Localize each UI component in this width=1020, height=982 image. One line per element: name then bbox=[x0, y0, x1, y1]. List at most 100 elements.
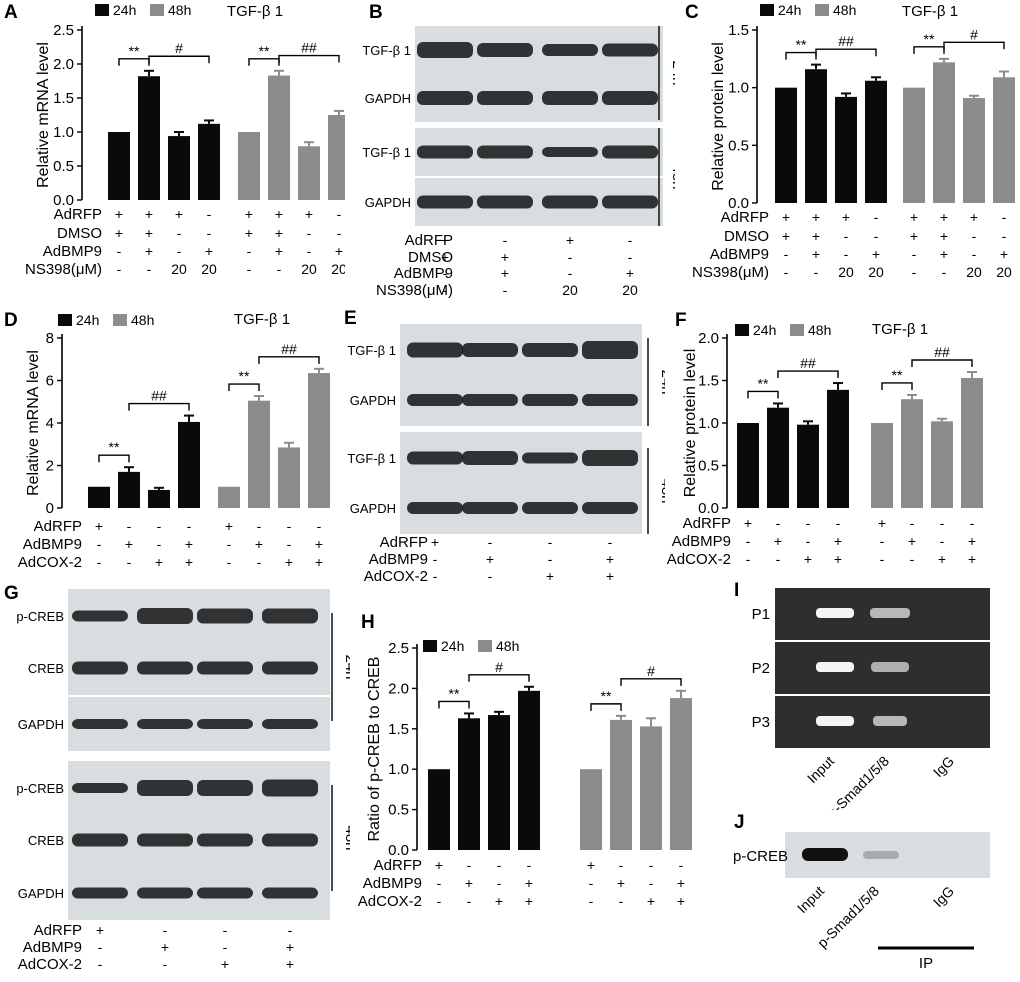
y-tick-label: 4 bbox=[46, 415, 54, 432]
blot-band bbox=[582, 341, 638, 359]
treatment-symbol: - bbox=[912, 264, 917, 280]
treatment-symbol: 20 bbox=[622, 282, 638, 298]
blot-band bbox=[407, 342, 463, 358]
y-tick-label: 2.5 bbox=[53, 22, 74, 39]
panel-label: D bbox=[4, 310, 18, 331]
treatment-symbol: - bbox=[433, 551, 438, 567]
blot-band bbox=[262, 887, 318, 899]
y-tick-label: 1.0 bbox=[53, 124, 74, 141]
y-axis-label: Relative protein level bbox=[682, 349, 699, 498]
treatment-label: AdRFP bbox=[54, 206, 102, 223]
bar bbox=[428, 769, 450, 850]
treatment-label: AdRFP bbox=[34, 922, 82, 939]
blot-band bbox=[602, 43, 658, 57]
blot-band bbox=[197, 608, 253, 624]
treatment-symbol: + bbox=[225, 518, 233, 534]
chart-f: 0.0 0.5 1.0 1.5 2.0 Relative protein level 24h… bbox=[667, 321, 983, 568]
significance-bracket bbox=[943, 41, 1005, 50]
treatment-symbol: - bbox=[784, 264, 789, 280]
band-label: CREB bbox=[28, 833, 64, 848]
treatment-symbol: + bbox=[175, 206, 183, 222]
treatment-symbol: - bbox=[589, 893, 594, 909]
significance-mark: ** bbox=[449, 685, 460, 701]
significance-bracket bbox=[128, 402, 190, 411]
blot-band bbox=[137, 608, 193, 624]
legend-swatch bbox=[113, 314, 127, 326]
treatment-symbol: + bbox=[286, 939, 294, 955]
treatment-symbol: - bbox=[488, 568, 493, 584]
y-tick-label: 1.5 bbox=[53, 90, 74, 107]
y-tick-label: 6 bbox=[46, 373, 54, 390]
treatment-symbol: + bbox=[245, 225, 253, 241]
blot-band bbox=[197, 661, 253, 675]
treatment-symbol: + bbox=[285, 554, 293, 570]
treatment-symbol: - bbox=[287, 536, 292, 552]
treatment-symbol: + bbox=[286, 956, 294, 972]
blot-band bbox=[262, 833, 318, 847]
legend-label: 24h bbox=[113, 2, 136, 18]
treatment-symbol: - bbox=[619, 893, 624, 909]
treatment-label: AdBMP9 bbox=[43, 243, 102, 260]
band-label: GAPDH bbox=[350, 393, 396, 408]
treatment-symbol: + bbox=[501, 249, 509, 265]
blot-band bbox=[462, 502, 518, 514]
treatment-symbol: + bbox=[938, 551, 946, 567]
blot-band bbox=[477, 91, 533, 105]
significance-bracket bbox=[911, 359, 973, 367]
bar bbox=[775, 87, 797, 203]
y-tick-label: 2.0 bbox=[698, 330, 719, 347]
treatment-symbol: 20 bbox=[996, 264, 1012, 280]
panel-i: I P1 P2 P3 Input p-Smad1/5/8 IgG bbox=[730, 580, 1020, 821]
treatment-symbol: - bbox=[649, 857, 654, 873]
blot-band bbox=[197, 833, 253, 847]
significance-mark: ** bbox=[924, 31, 935, 47]
treatment-symbol: + bbox=[221, 956, 229, 972]
treatment-symbol: - bbox=[746, 551, 751, 567]
blot-band bbox=[477, 145, 533, 159]
treatment-symbol: + bbox=[968, 551, 976, 567]
treatment-symbol: - bbox=[223, 922, 228, 938]
treatment-label: NS398(μM) bbox=[376, 282, 453, 299]
treatment-symbol: 20 bbox=[201, 261, 217, 277]
treatment-symbol: + bbox=[315, 536, 323, 552]
significance-bracket bbox=[815, 48, 877, 57]
blot-band bbox=[602, 145, 658, 159]
legend-swatch bbox=[760, 4, 774, 16]
significance-mark: ** bbox=[796, 37, 807, 53]
blot-band bbox=[72, 783, 128, 793]
treatment-symbol: - bbox=[287, 518, 292, 534]
y-tick-label: 1.5 bbox=[388, 721, 409, 738]
y-tick-label: 0.0 bbox=[388, 842, 409, 859]
treatment-label: AdBMP9 bbox=[363, 875, 422, 892]
band-label: GAPDH bbox=[365, 91, 411, 106]
treatment-symbol: - bbox=[307, 243, 312, 259]
treatment-label: DMSO bbox=[724, 228, 769, 245]
significance-bracket bbox=[747, 390, 779, 399]
treatment-symbol: + bbox=[940, 209, 948, 225]
treatment-symbol: + bbox=[441, 232, 449, 248]
significance-bracket bbox=[148, 55, 210, 64]
blot-band bbox=[72, 833, 128, 847]
significance-mark: ## bbox=[838, 33, 854, 49]
gel-band bbox=[873, 716, 907, 726]
treatment-symbol: 20 bbox=[838, 264, 854, 280]
treatment-label: AdCOX-2 bbox=[18, 956, 82, 973]
blot-band bbox=[197, 719, 253, 729]
blot-band bbox=[542, 44, 598, 56]
treatment-symbol: + bbox=[566, 232, 574, 248]
treatment-symbol: + bbox=[205, 243, 213, 259]
treatment-symbol: + bbox=[940, 228, 948, 244]
treatment-symbol: - bbox=[784, 246, 789, 262]
chart-h: 0.0 0.5 1.0 1.5 2.0 2.5 Ratio of p-CREB to CRE… bbox=[358, 638, 692, 910]
treatment-symbol: + bbox=[617, 875, 625, 891]
significance-mark: ## bbox=[151, 388, 167, 404]
significance-mark: ## bbox=[281, 341, 297, 357]
treatment-symbol: - bbox=[247, 243, 252, 259]
blot-band bbox=[72, 887, 128, 899]
y-tick-label: 1.5 bbox=[698, 373, 719, 390]
treatment-symbol: - bbox=[972, 246, 977, 262]
panel-e: E TGF-β 1 GAPDH TGF-β 1 GAPDH 24h 48h AdRFP + - -… bbox=[340, 308, 675, 588]
legend-swatch bbox=[735, 324, 749, 336]
y-tick-label: 0.0 bbox=[698, 500, 719, 517]
